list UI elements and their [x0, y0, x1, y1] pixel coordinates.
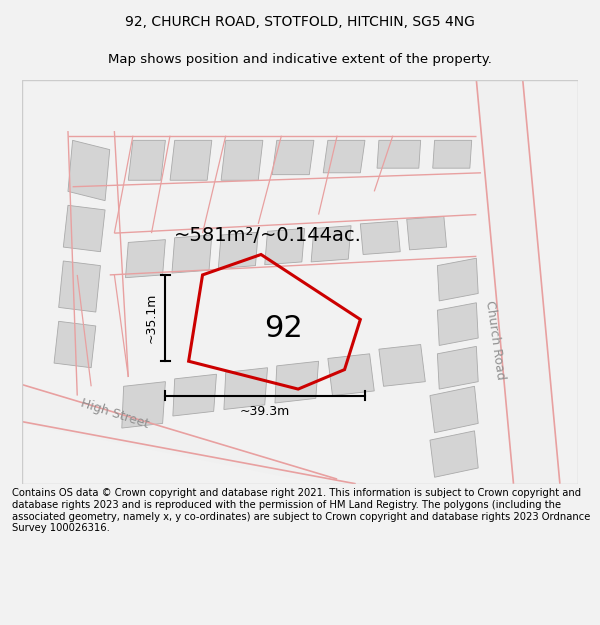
Polygon shape	[430, 431, 478, 478]
Text: 92: 92	[264, 314, 302, 343]
Polygon shape	[379, 344, 425, 386]
Polygon shape	[221, 141, 263, 180]
Polygon shape	[173, 374, 217, 416]
Polygon shape	[128, 141, 166, 180]
Polygon shape	[437, 346, 478, 389]
Polygon shape	[328, 354, 374, 396]
Polygon shape	[224, 368, 268, 409]
Polygon shape	[172, 235, 212, 273]
Text: ~35.1m: ~35.1m	[145, 293, 158, 343]
Polygon shape	[122, 382, 166, 428]
Polygon shape	[437, 302, 478, 346]
Polygon shape	[265, 229, 305, 265]
Polygon shape	[361, 221, 400, 254]
Polygon shape	[68, 141, 110, 201]
Text: Contains OS data © Crown copyright and database right 2021. This information is : Contains OS data © Crown copyright and d…	[12, 488, 590, 533]
Polygon shape	[377, 141, 421, 168]
Polygon shape	[218, 232, 258, 268]
Polygon shape	[476, 80, 560, 484]
Polygon shape	[125, 239, 166, 278]
Polygon shape	[275, 361, 319, 403]
Text: ~39.3m: ~39.3m	[240, 405, 290, 418]
Text: Church Road: Church Road	[483, 299, 507, 381]
Text: 92, CHURCH ROAD, STOTFOLD, HITCHIN, SG5 4NG: 92, CHURCH ROAD, STOTFOLD, HITCHIN, SG5 …	[125, 16, 475, 29]
Polygon shape	[272, 141, 314, 174]
Polygon shape	[22, 386, 346, 484]
Polygon shape	[407, 216, 446, 250]
Text: ~581m²/~0.144ac.: ~581m²/~0.144ac.	[173, 226, 361, 246]
Polygon shape	[54, 321, 96, 368]
Polygon shape	[311, 226, 351, 262]
Text: High Street: High Street	[79, 397, 150, 431]
Polygon shape	[323, 141, 365, 173]
Polygon shape	[170, 141, 212, 180]
Polygon shape	[437, 258, 478, 301]
Text: Map shows position and indicative extent of the property.: Map shows position and indicative extent…	[108, 54, 492, 66]
Polygon shape	[430, 386, 478, 432]
Polygon shape	[59, 261, 100, 312]
Polygon shape	[64, 205, 105, 252]
Polygon shape	[433, 141, 472, 168]
